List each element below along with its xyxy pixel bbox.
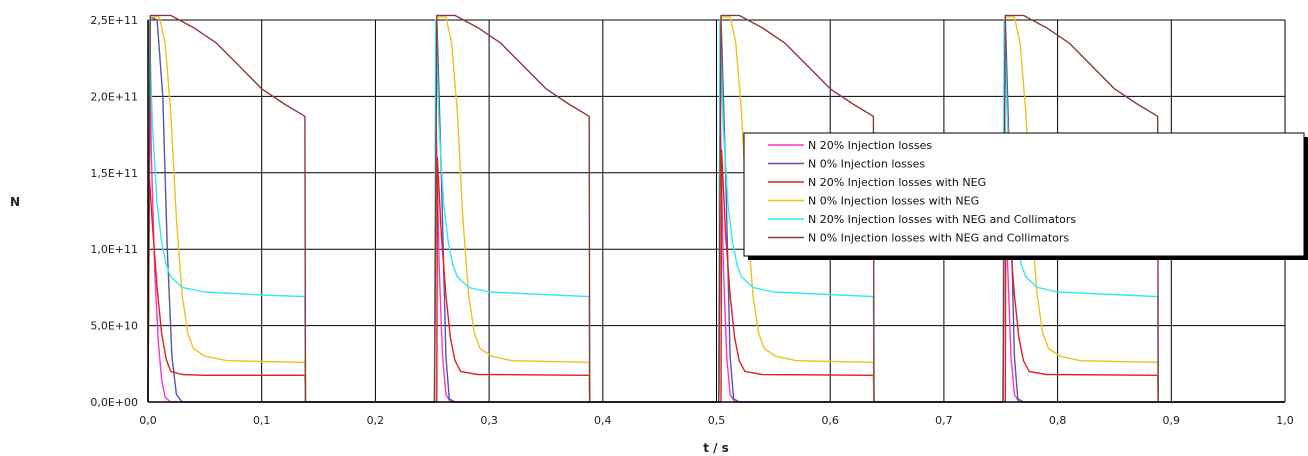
legend-label-4: N 0% Injection losses with NEG: [808, 195, 979, 208]
legend-label-5: N 20% Injection losses with NEG and Coll…: [808, 213, 1076, 226]
y-tick-label: 0,0E+00: [90, 396, 138, 409]
x-tick-label: 0,6: [821, 414, 839, 427]
y-tick-label: 1,0E+11: [90, 243, 138, 256]
x-tick-label: 0,0: [139, 414, 157, 427]
x-tick-label: 0,7: [935, 414, 953, 427]
axes: [147, 20, 1285, 403]
tick-labels: 0,0 0,1 0,2 0,3 0,4 0,5 0,6 0,7 0,8 0,9 1,0 0,0E+00…: [90, 14, 1293, 427]
x-tick-label: 0,8: [1049, 414, 1067, 427]
x-tick-label: 0,9: [1163, 414, 1181, 427]
y-tick-label: 1,5E+11: [90, 167, 138, 180]
x-tick-label: 0,4: [594, 414, 612, 427]
x-tick-label: 0,3: [480, 414, 498, 427]
legend-label-6: N 0% Injection losses with NEG and Colli…: [808, 232, 1069, 245]
y-axis-title: N: [10, 195, 20, 209]
legend: N 20% Injection losses N 0% Injection los…: [743, 132, 1308, 260]
legend-label-1: N 20% Injection losses: [808, 139, 932, 152]
x-axis-title: t / s: [703, 441, 729, 455]
legend-box: [743, 132, 1305, 257]
x-tick-label: 0,1: [253, 414, 271, 427]
y-tick-label: 5,0E+10: [90, 320, 138, 333]
y-tick-label: 2,5E+11: [90, 14, 138, 27]
legend-label-3: N 20% Injection losses with NEG: [808, 176, 986, 189]
x-tick-label: 1,0: [1276, 414, 1294, 427]
x-tick-label: 0,2: [367, 414, 385, 427]
x-tick-label: 0,5: [708, 414, 726, 427]
y-tick-label: 2,0E+11: [90, 90, 138, 103]
legend-label-2: N 0% Injection losses: [808, 158, 925, 171]
